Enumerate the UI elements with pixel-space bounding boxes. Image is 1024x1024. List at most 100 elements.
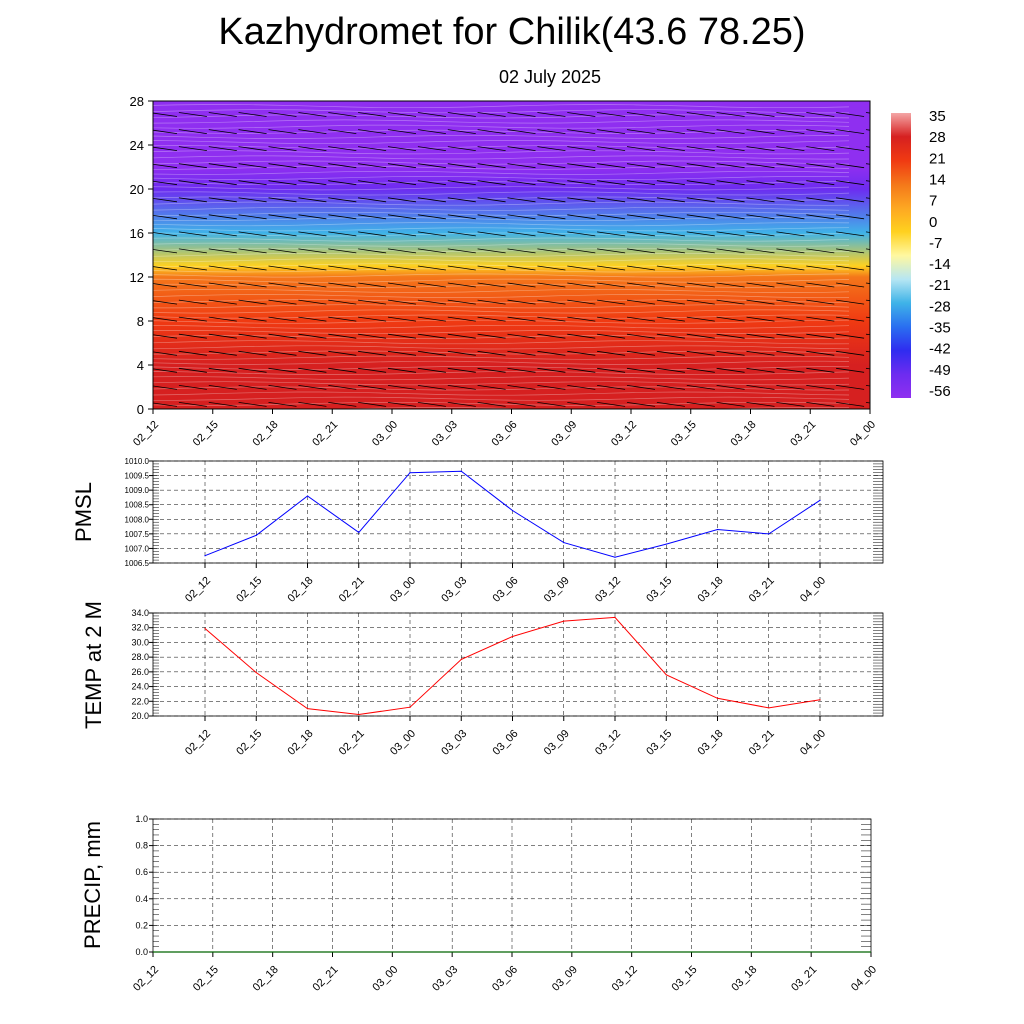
wind-barb [507, 231, 536, 237]
wind-barb [776, 350, 805, 356]
y-tick-label: 0.6 [135, 867, 148, 877]
wind-barb [153, 266, 178, 271]
wind-barb [567, 265, 596, 271]
wind-barb [178, 282, 207, 288]
x-tick-label: 02_15 [234, 575, 264, 605]
wind-barb [597, 146, 626, 151]
wind-barb [387, 402, 417, 407]
x-tick-label: 02_18 [251, 964, 281, 994]
wind-barb [268, 180, 297, 186]
wind-barb [686, 248, 715, 254]
wind-barb [208, 402, 237, 407]
wind-barb [328, 163, 357, 169]
wind-barb [746, 231, 775, 237]
wind-barb [447, 265, 476, 271]
contour-line [153, 176, 850, 180]
wind-barb [656, 333, 685, 339]
wind-barb [477, 248, 506, 254]
contour-line [153, 165, 850, 170]
colorbar-label: 7 [929, 193, 937, 210]
wind-barb [656, 282, 685, 288]
y-tick-label: 1010.0 [125, 457, 150, 466]
x-tick-label: 03_15 [669, 419, 699, 449]
x-tick-label: 02_18 [286, 575, 316, 605]
wind-barb [238, 163, 267, 169]
wind-barb [447, 214, 476, 220]
wind-barb [417, 180, 446, 186]
wind-barb [686, 265, 715, 271]
contour-line [153, 247, 850, 252]
contour-line [153, 217, 850, 222]
wind-barb [597, 163, 626, 169]
x-tick-label: 03_06 [491, 728, 521, 758]
wind-barb [806, 385, 835, 390]
wind-barb [178, 197, 207, 203]
wind-barb [507, 112, 536, 117]
wind-barb [268, 231, 297, 237]
wind-barb [806, 129, 835, 134]
wind-barb [298, 248, 327, 254]
wind-barb [746, 248, 775, 254]
wind-barb [656, 316, 685, 322]
x-tick-label: 02_21 [337, 728, 367, 758]
wind-barb [447, 350, 476, 356]
wind-barb [328, 112, 357, 117]
y-tick-label: 34.0 [131, 608, 149, 618]
pmsl-plot: 1006.5 1007.0 1007.5 1008.0 1008.5 1009.0 1009… [71, 457, 884, 605]
x-tick-label: 04_00 [849, 964, 879, 994]
wind-barb [806, 248, 835, 254]
wind-barb [238, 282, 267, 288]
x-tick-label: 03_00 [370, 419, 400, 449]
wind-barb [567, 180, 596, 186]
x-tick-label: 03_03 [439, 575, 469, 605]
contour-line [153, 253, 850, 257]
wind-barb [387, 163, 417, 169]
wind-barb [656, 402, 685, 407]
wind-barb [178, 214, 207, 220]
contour-line [153, 288, 850, 293]
wind-barb [746, 402, 775, 407]
wind-barb [358, 248, 387, 254]
wind-barb [537, 197, 566, 203]
colorbar-label: 28 [929, 129, 946, 146]
wind-barb [417, 402, 446, 407]
wind-barb [597, 316, 626, 322]
wind-barb [567, 146, 596, 151]
wind-barb [417, 197, 446, 203]
wind-barb [238, 146, 267, 151]
wind-barb [626, 333, 656, 339]
wind-barb [417, 112, 446, 117]
wind-barb [358, 265, 387, 271]
wind-barb [537, 385, 566, 390]
data-point [204, 555, 206, 557]
wind-barb [507, 402, 536, 407]
wind-barb [626, 214, 656, 220]
wind-barb [836, 385, 865, 390]
x-tick-label: 03_15 [670, 964, 700, 994]
wind-barb [358, 231, 387, 237]
wind-barb [178, 299, 207, 305]
colorbar-label: -28 [929, 298, 951, 315]
contour-lines [153, 104, 850, 409]
y-tick-label: 20.0 [131, 711, 149, 721]
wind-barb [507, 299, 536, 305]
data-point [716, 697, 719, 699]
data-point [665, 543, 667, 545]
wind-barb [238, 180, 267, 186]
wind-barb [806, 146, 835, 151]
contour-line [153, 109, 850, 114]
wind-barb [806, 367, 835, 373]
wind-barb [537, 231, 566, 237]
data-point [563, 542, 565, 544]
wind-barb [477, 316, 506, 322]
wind-barb [358, 316, 387, 322]
wind-barb [387, 333, 417, 339]
contour-line [153, 278, 850, 283]
wind-barb [153, 146, 178, 151]
wind-barb [153, 112, 178, 117]
wind-barb [567, 282, 596, 288]
wind-barb [776, 231, 805, 237]
wind-barb [626, 282, 656, 288]
wind-barb [567, 197, 596, 203]
wind-barb [716, 129, 745, 134]
